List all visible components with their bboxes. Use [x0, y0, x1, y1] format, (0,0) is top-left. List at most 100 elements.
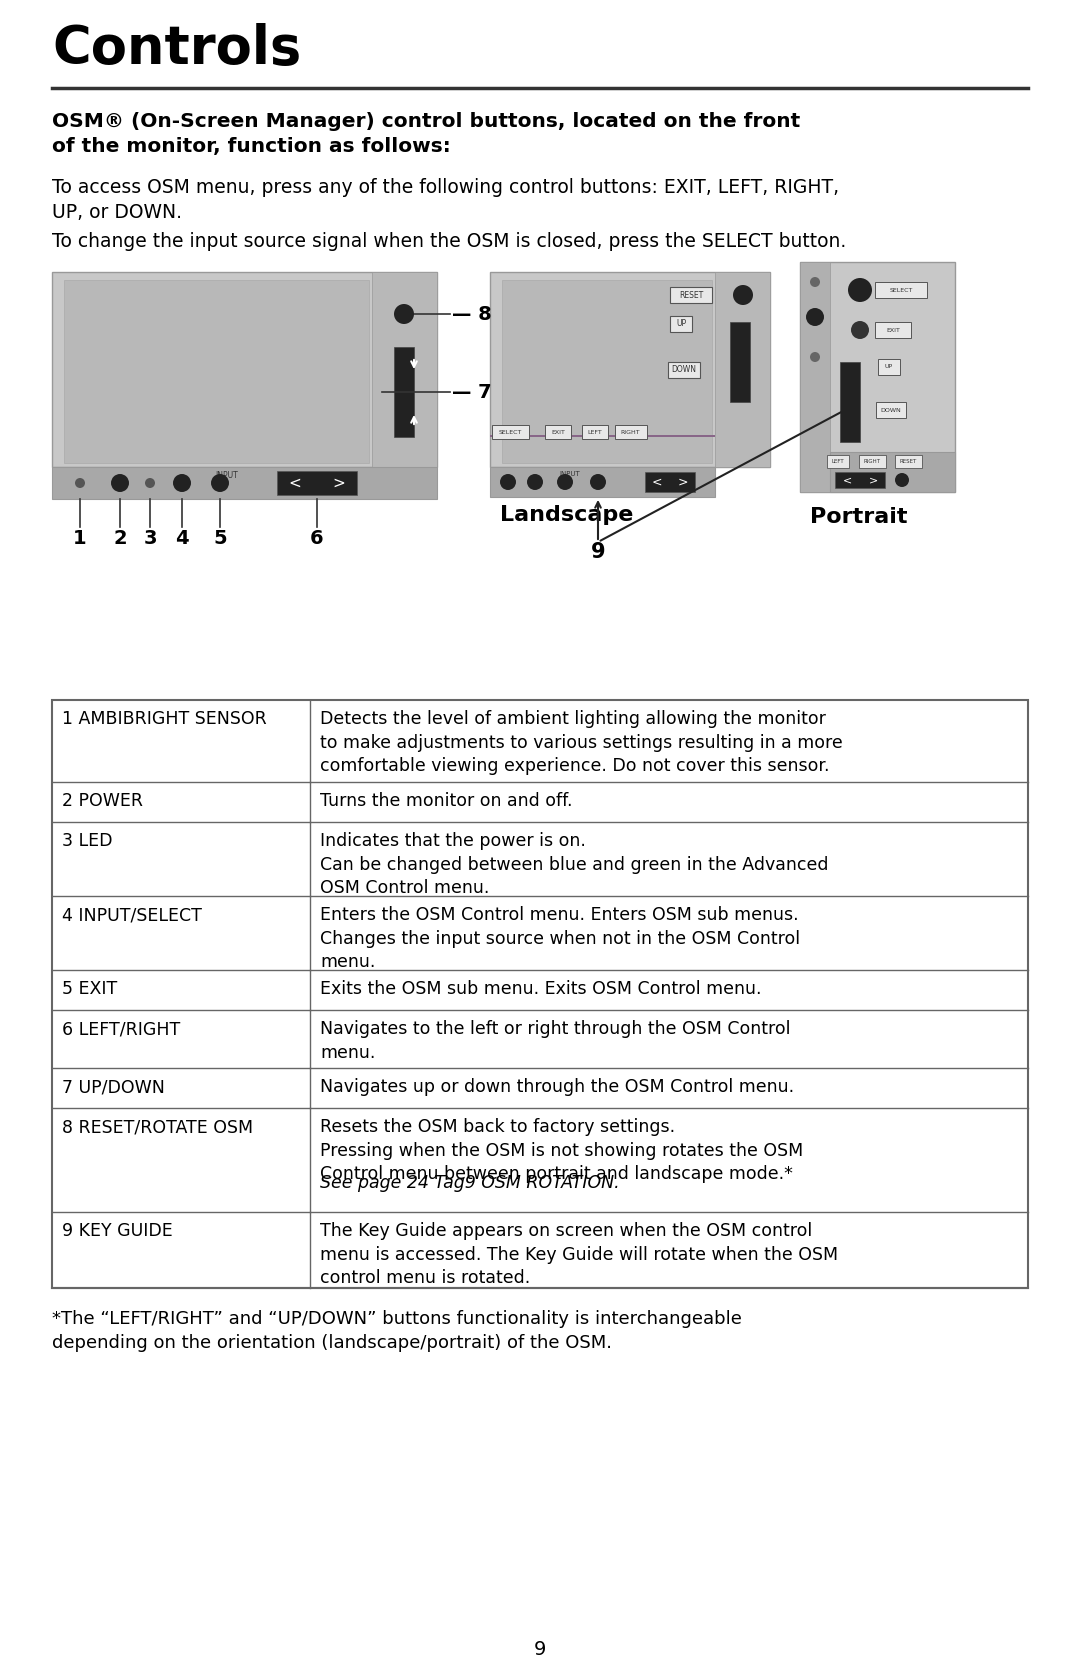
Text: <: < [842, 476, 852, 486]
Text: 2 POWER: 2 POWER [62, 793, 143, 809]
Text: 5: 5 [213, 529, 227, 547]
Text: 4: 4 [175, 529, 189, 547]
Text: UP: UP [885, 364, 893, 369]
Text: 7 UP/DOWN: 7 UP/DOWN [62, 1078, 165, 1097]
Text: 1 AMBIBRIGHT SENSOR: 1 AMBIBRIGHT SENSOR [62, 709, 267, 728]
Text: 5 EXIT: 5 EXIT [62, 980, 118, 998]
Circle shape [590, 474, 606, 491]
Text: 9 KEY GUIDE: 9 KEY GUIDE [62, 1222, 173, 1240]
Text: RIGHT: RIGHT [864, 459, 880, 464]
Text: Landscape: Landscape [500, 506, 633, 526]
Text: Controls: Controls [52, 23, 301, 75]
Bar [670, 315, 692, 332]
Text: Enters the OSM Control menu. Enters OSM sub menus.
Changes the input source when: Enters the OSM Control menu. Enters OSM … [320, 906, 800, 971]
Bar [490, 436, 715, 437]
Bar [545, 426, 571, 439]
Bar [840, 362, 860, 442]
Bar [64, 280, 369, 462]
Text: SELECT: SELECT [498, 429, 522, 434]
Text: 8 RESET/ROTATE OSM: 8 RESET/ROTATE OSM [62, 1118, 253, 1137]
Bar [875, 322, 912, 339]
Text: RIGHT: RIGHT [620, 429, 639, 434]
Text: EXIT: EXIT [886, 327, 900, 332]
Text: To access OSM menu, press any of the following control buttons: EXIT, LEFT, RIGH: To access OSM menu, press any of the fol… [52, 179, 839, 222]
Text: INPUT: INPUT [559, 471, 580, 477]
Bar [859, 456, 886, 467]
Text: 1: 1 [73, 529, 86, 547]
Text: DOWN: DOWN [880, 407, 902, 412]
Text: 6: 6 [310, 529, 324, 547]
Text: SELECT: SELECT [889, 287, 913, 292]
Text: See page 24 Tag9 OSM ROTATION.: See page 24 Tag9 OSM ROTATION. [320, 1173, 620, 1192]
Text: RESET: RESET [679, 290, 703, 299]
Text: Detects the level of ambient lighting allowing the monitor
to make adjustments t: Detects the level of ambient lighting al… [320, 709, 842, 774]
Text: 9: 9 [591, 542, 605, 562]
Bar [835, 472, 885, 487]
Text: LEFT: LEFT [588, 429, 603, 434]
Text: >: > [868, 476, 878, 486]
Bar [670, 287, 712, 304]
Text: — 7: — 7 [453, 382, 491, 402]
Circle shape [810, 352, 820, 362]
Bar [52, 272, 437, 467]
Text: EXIT: EXIT [551, 429, 565, 434]
Circle shape [527, 474, 543, 491]
Bar [492, 426, 529, 439]
Bar [490, 272, 770, 467]
Text: <: < [651, 476, 662, 489]
Bar [582, 426, 608, 439]
Bar [645, 472, 696, 492]
Bar [52, 699, 1028, 1288]
Text: UP: UP [676, 319, 686, 329]
Bar [831, 452, 955, 492]
Bar [715, 272, 770, 467]
Text: INPUT: INPUT [216, 471, 239, 481]
Bar [490, 467, 715, 497]
Text: RESET: RESET [900, 459, 917, 464]
Bar [669, 362, 700, 377]
Circle shape [810, 277, 820, 287]
Bar [827, 456, 849, 467]
Circle shape [733, 285, 753, 305]
Text: Exits the OSM sub menu. Exits OSM Control menu.: Exits the OSM sub menu. Exits OSM Contro… [320, 980, 761, 998]
Bar [895, 456, 921, 467]
Bar [394, 347, 414, 437]
Text: 6 LEFT/RIGHT: 6 LEFT/RIGHT [62, 1020, 180, 1038]
Text: 2: 2 [113, 529, 126, 547]
Text: OSM® (On-Screen Manager) control buttons, located on the front
of the monitor, f: OSM® (On-Screen Manager) control buttons… [52, 112, 800, 155]
Bar [876, 402, 906, 417]
Text: To change the input source signal when the OSM is closed, press the SELECT butto: To change the input source signal when t… [52, 232, 847, 250]
Bar [615, 426, 647, 439]
Bar [276, 471, 357, 496]
Text: 3 LED: 3 LED [62, 833, 112, 850]
Text: DOWN: DOWN [672, 366, 697, 374]
Bar [800, 262, 955, 492]
Bar [878, 359, 900, 376]
Circle shape [173, 474, 191, 492]
Text: Turns the monitor on and off.: Turns the monitor on and off. [320, 793, 572, 809]
Bar [52, 467, 437, 499]
Circle shape [211, 474, 229, 492]
Circle shape [851, 320, 869, 339]
Text: *The “LEFT/RIGHT” and “UP/DOWN” buttons functionality is interchangeable
dependi: *The “LEFT/RIGHT” and “UP/DOWN” buttons … [52, 1310, 742, 1352]
Text: Indicates that the power is on.
Can be changed between blue and green in the Adv: Indicates that the power is on. Can be c… [320, 833, 828, 898]
Bar [800, 262, 831, 492]
Circle shape [895, 472, 909, 487]
Circle shape [394, 304, 414, 324]
Text: The Key Guide appears on screen when the OSM control
menu is accessed. The Key G: The Key Guide appears on screen when the… [320, 1222, 838, 1287]
Text: >: > [333, 476, 346, 491]
Text: 4 INPUT/SELECT: 4 INPUT/SELECT [62, 906, 202, 925]
Text: 3: 3 [144, 529, 157, 547]
Circle shape [75, 477, 85, 487]
Text: 9: 9 [534, 1641, 546, 1659]
Text: Navigates to the left or right through the OSM Control
menu.: Navigates to the left or right through t… [320, 1020, 791, 1061]
Text: Portrait: Portrait [810, 507, 907, 527]
Text: Resets the OSM back to factory settings.
Pressing when the OSM is not showing ro: Resets the OSM back to factory settings.… [320, 1118, 804, 1183]
Circle shape [500, 474, 516, 491]
Circle shape [557, 474, 573, 491]
Bar [502, 280, 712, 462]
Text: <: < [288, 476, 301, 491]
Text: Navigates up or down through the OSM Control menu.: Navigates up or down through the OSM Con… [320, 1078, 794, 1097]
Text: LEFT: LEFT [832, 459, 845, 464]
Circle shape [848, 279, 872, 302]
